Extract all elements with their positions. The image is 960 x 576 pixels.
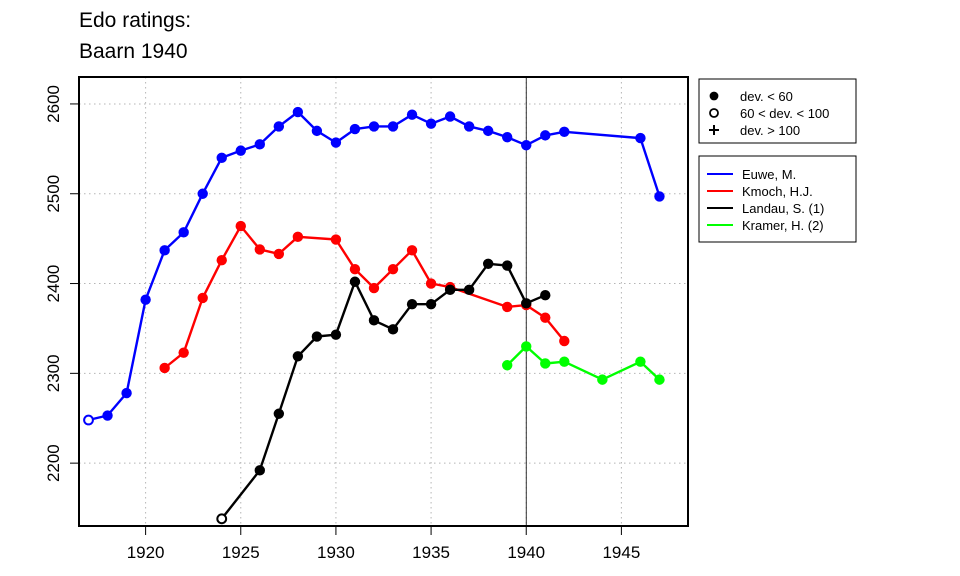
data-point — [273, 121, 285, 132]
data-point — [502, 131, 513, 143]
data-point — [387, 324, 399, 335]
marker-legend-box — [698, 78, 857, 144]
x-tick-label: 1945 — [602, 543, 640, 562]
data-point — [540, 312, 551, 323]
data-point — [330, 137, 342, 148]
plot-frame — [78, 76, 689, 527]
data-point — [311, 331, 323, 342]
data-point — [559, 126, 570, 137]
data-point — [197, 292, 208, 304]
data-point — [254, 139, 265, 150]
y-tick-label: 2300 — [44, 354, 63, 392]
data-point — [159, 245, 170, 256]
data-point — [540, 130, 551, 141]
data-point — [349, 276, 361, 287]
data-point — [216, 513, 228, 525]
data-point — [254, 465, 265, 476]
data-point — [502, 360, 513, 371]
data-point — [444, 111, 456, 122]
data-point — [463, 284, 475, 296]
data-point — [178, 227, 189, 238]
marker-legend-label: dev. > 100 — [740, 123, 800, 138]
series-legend-label: Euwe, M. — [742, 167, 796, 182]
data-point — [482, 258, 494, 269]
data-point — [502, 301, 513, 313]
data-point — [425, 118, 437, 129]
chart-title-line-1: Edo ratings: — [79, 9, 192, 32]
data-point — [159, 362, 170, 374]
data-point — [521, 341, 532, 352]
data-point — [254, 244, 265, 255]
data-point — [387, 263, 399, 275]
data-point — [273, 408, 285, 419]
data-point — [273, 248, 285, 260]
legend-marker-open — [709, 108, 719, 118]
data-point — [559, 335, 570, 347]
chart-title-line-2: Baarn 1940 — [79, 40, 188, 63]
data-point — [559, 356, 570, 367]
data-point — [463, 121, 475, 132]
data-point — [521, 140, 532, 151]
series-legend-label: Kramer, H. (2) — [742, 218, 824, 233]
data-point — [83, 414, 94, 426]
data-point — [540, 290, 551, 301]
y-tick-label: 2600 — [44, 85, 63, 123]
x-tick-label: 1930 — [317, 543, 355, 562]
data-point — [311, 125, 323, 137]
data-point — [425, 298, 437, 310]
data-point — [635, 132, 646, 144]
data-point — [406, 245, 418, 256]
series-legend-label: Kmoch, H.J. — [742, 184, 813, 199]
data-point — [444, 284, 456, 296]
data-point — [368, 121, 380, 132]
data-point — [540, 358, 551, 369]
series-line-0 — [88, 110, 661, 422]
data-point — [235, 145, 246, 156]
x-tick-label: 1920 — [127, 543, 165, 562]
data-point — [368, 315, 380, 326]
marker-legend-label: 60 < dev. < 100 — [740, 106, 829, 121]
x-tick-label: 1940 — [507, 543, 545, 562]
data-point — [387, 121, 399, 132]
data-point — [349, 123, 361, 135]
legend-marker-plus — [709, 125, 719, 135]
data-point — [121, 387, 132, 399]
data-point — [654, 191, 665, 202]
data-point — [482, 125, 494, 137]
data-point — [178, 347, 189, 358]
x-tick-label: 1925 — [222, 543, 260, 562]
data-point — [654, 374, 665, 385]
y-tick-label: 2200 — [44, 444, 63, 482]
data-point — [425, 278, 437, 289]
data-point — [368, 282, 380, 294]
data-point — [406, 109, 418, 120]
data-point — [216, 254, 227, 266]
data-point — [102, 410, 113, 421]
y-tick-label: 2500 — [44, 175, 63, 213]
data-point — [349, 263, 361, 275]
series-legend-box — [698, 155, 857, 243]
marker-legend-label: dev. < 60 — [740, 89, 793, 104]
data-point — [521, 298, 532, 309]
data-point — [597, 374, 608, 385]
data-point — [635, 356, 646, 367]
data-point — [216, 152, 227, 164]
x-tick-label: 1935 — [412, 543, 450, 562]
data-point — [330, 329, 342, 340]
data-point — [197, 188, 208, 199]
data-point — [330, 234, 342, 245]
data-point — [406, 298, 418, 310]
data-point — [140, 294, 151, 305]
legend-marker-filled — [709, 91, 719, 101]
series-line-1 — [163, 224, 566, 369]
data-point — [292, 351, 304, 362]
data-point — [292, 231, 304, 243]
data-point — [502, 260, 513, 271]
data-point — [235, 220, 246, 232]
series-legend-label: Landau, S. (1) — [742, 201, 824, 216]
data-point — [292, 106, 304, 118]
y-tick-label: 2400 — [44, 265, 63, 303]
